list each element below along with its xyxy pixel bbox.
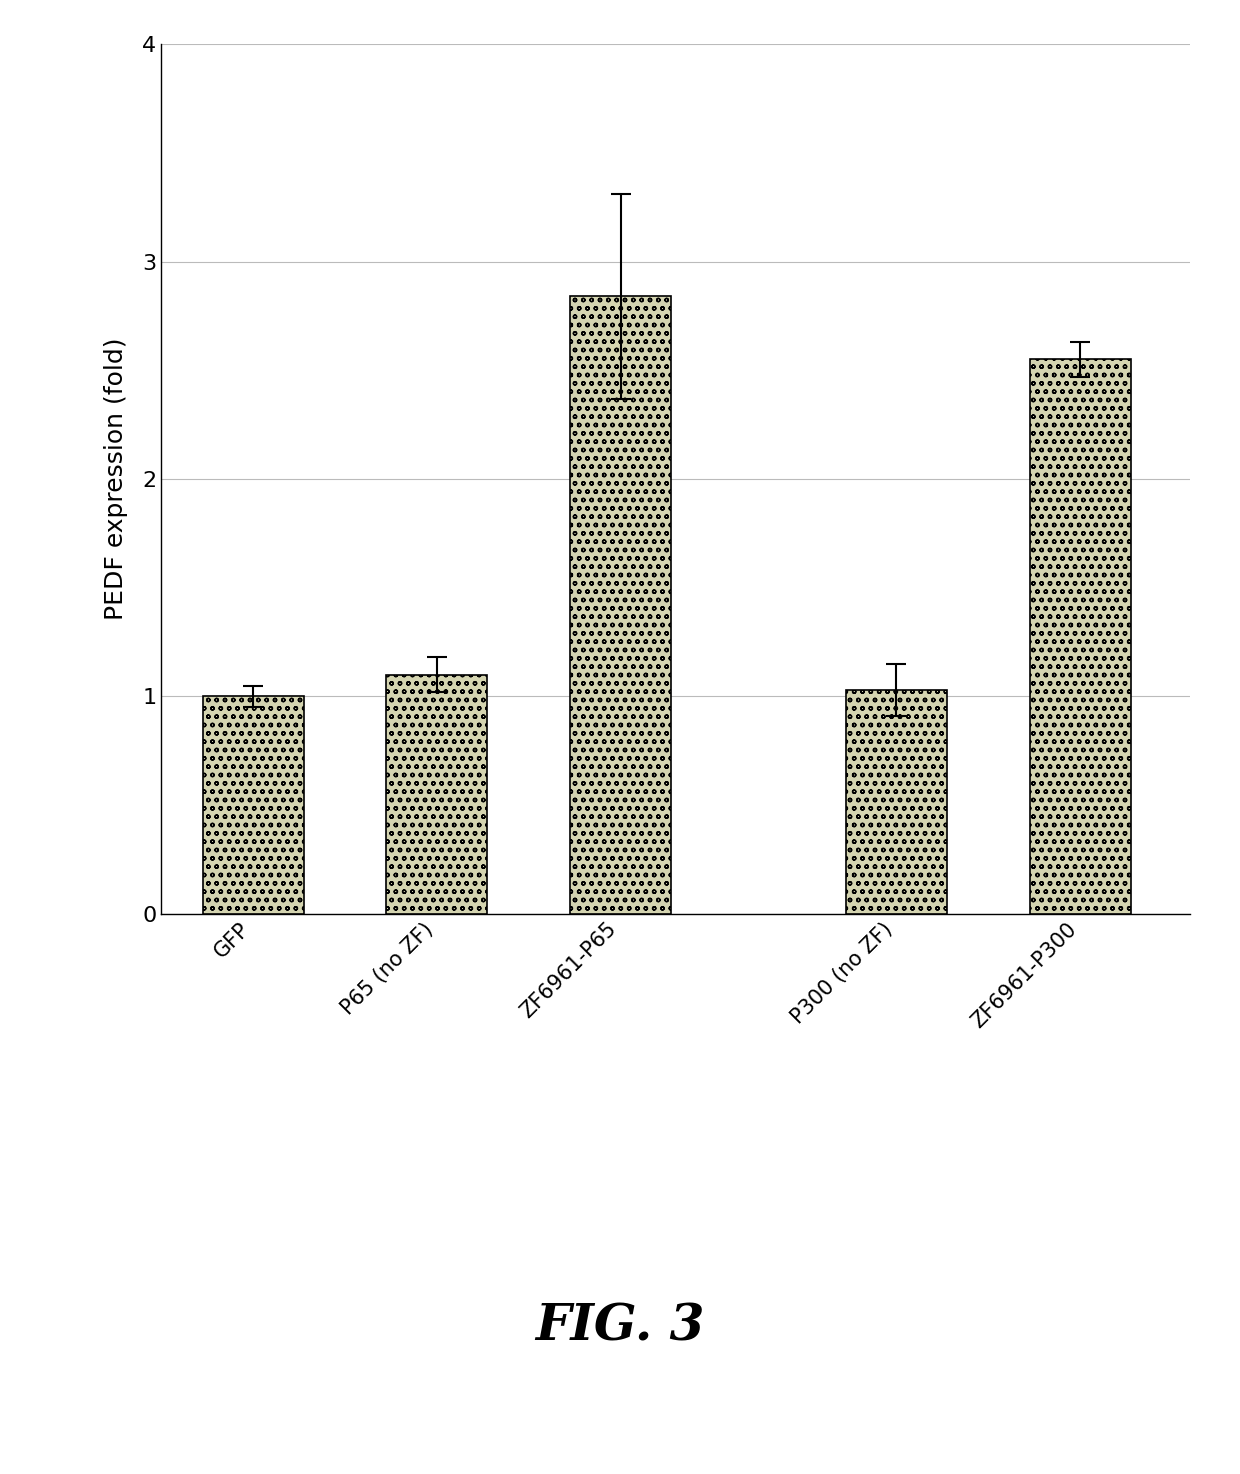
Bar: [846, 690, 947, 914]
Bar: [1029, 360, 1131, 914]
Bar: [570, 296, 671, 914]
Bar: [387, 675, 487, 914]
Y-axis label: PEDF expression (fold): PEDF expression (fold): [104, 338, 128, 621]
Bar: [202, 697, 304, 914]
Text: FIG. 3: FIG. 3: [536, 1302, 704, 1352]
